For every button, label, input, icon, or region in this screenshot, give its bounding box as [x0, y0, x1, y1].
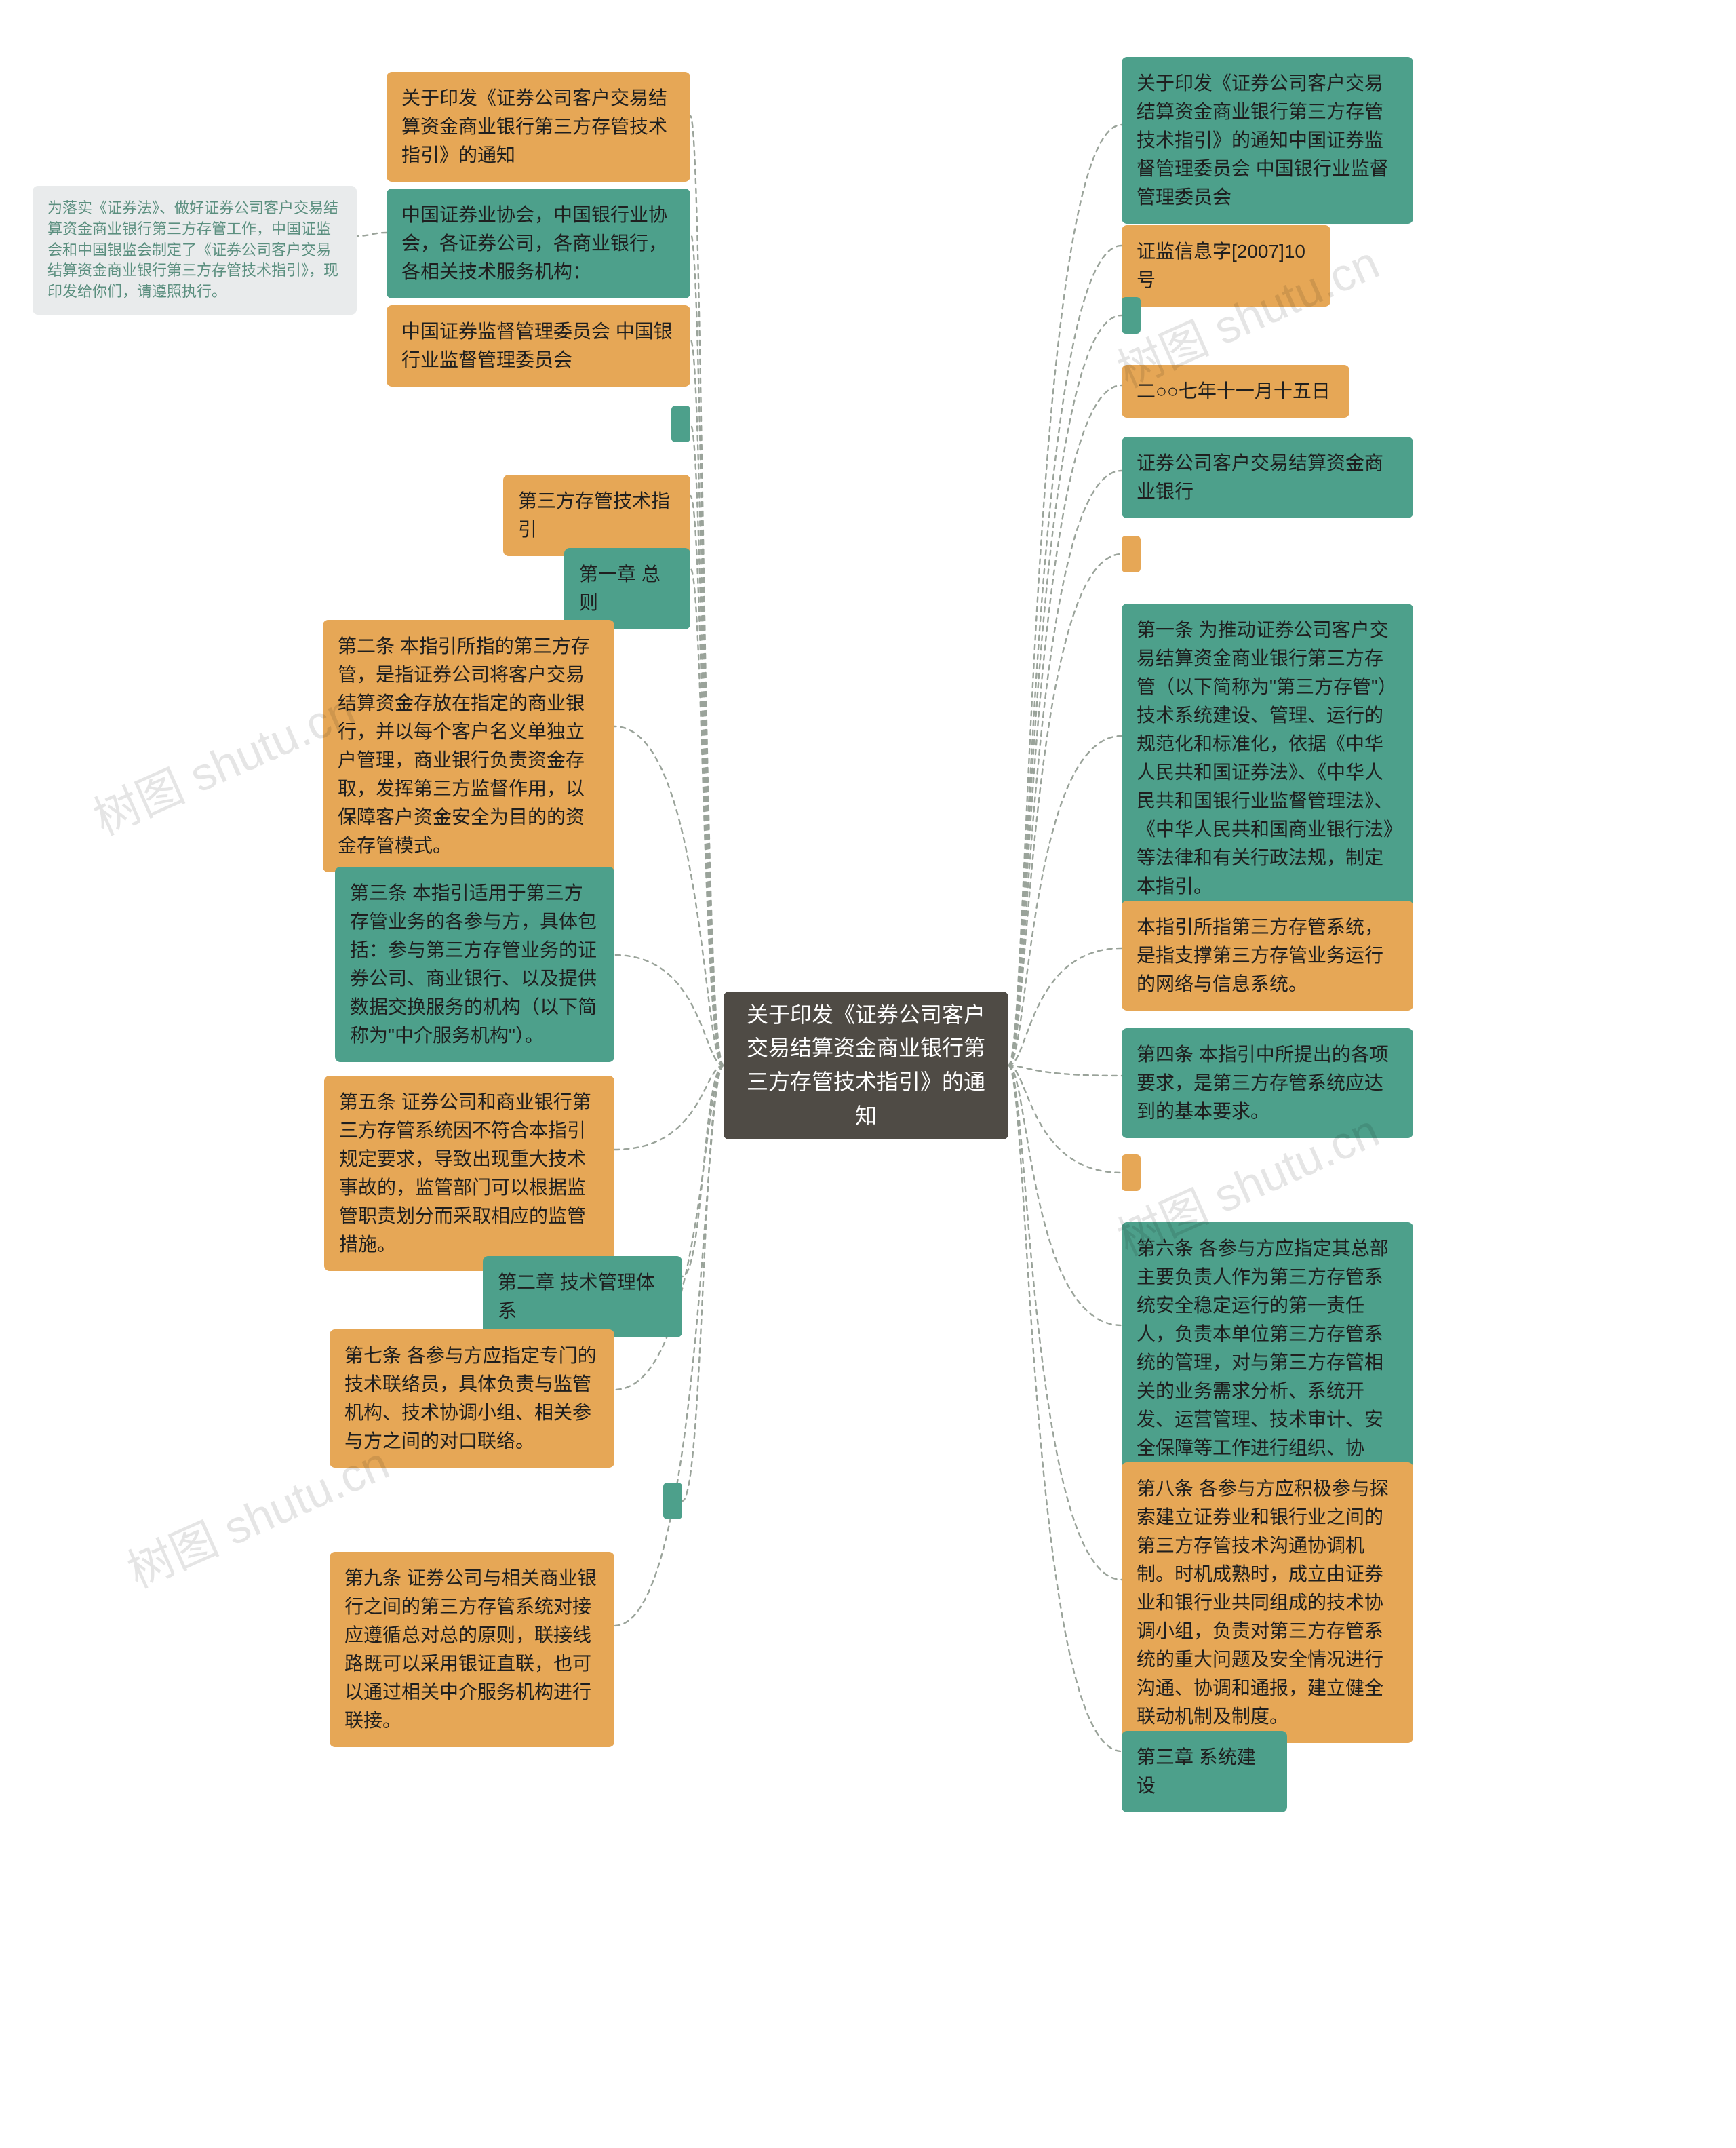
- root-node[interactable]: 关于印发《证券公司客户 交易结算资金商业银行第 三方存管技术指引》的通 知: [724, 992, 1008, 1139]
- node-l-ch2[interactable]: 第二章 技术管理体系: [483, 1256, 682, 1337]
- node-r-sys[interactable]: 本指引所指第三方存管系统，是指支撑第三方存管业务运行的网络与信息系统。: [1122, 901, 1413, 1011]
- leaf-intro-node: 为落实《证券法》、做好证券公司客户交易结算资金商业银行第三方存管工作，中国证监会…: [33, 186, 357, 315]
- node-l-tech[interactable]: 第三方存管技术指引: [503, 475, 690, 556]
- node-l-assoc[interactable]: 中国证券业协会，中国银行业协会，各证券公司，各商业银行，各相关技术服务机构：: [387, 189, 690, 298]
- node-r-art4[interactable]: 第四条 本指引中所提出的各项要求，是第三方存管系统应达到的基本要求。: [1122, 1028, 1413, 1138]
- node-r-ch3[interactable]: 第三章 系统建设: [1122, 1731, 1287, 1812]
- node-l-ch1[interactable]: 第一章 总则: [564, 548, 690, 629]
- node-l-e1[interactable]: [671, 406, 690, 442]
- node-l-art7[interactable]: 第七条 各参与方应指定专门的技术联络员，具体负责与监管机构、技术协调小组、相关参…: [330, 1329, 614, 1468]
- node-r-e2[interactable]: [1122, 536, 1141, 572]
- node-l-art5[interactable]: 第五条 证券公司和商业银行第三方存管系统因不符合本指引规定要求，导致出现重大技术…: [324, 1076, 614, 1271]
- node-l-reg[interactable]: 中国证券监督管理委员会 中国银行业监督管理委员会: [387, 305, 690, 387]
- node-r-art1[interactable]: 第一条 为推动证券公司客户交易结算资金商业银行第三方存管（以下简称为"第三方存管…: [1122, 604, 1413, 913]
- node-l-art9[interactable]: 第九条 证券公司与相关商业银行之间的第三方存管系统对接应遵循总对总的原则，联接线…: [330, 1552, 614, 1747]
- node-l-e2[interactable]: [663, 1483, 682, 1519]
- node-r-date[interactable]: 二○○七年十一月十五日: [1122, 365, 1349, 418]
- node-r-art8[interactable]: 第八条 各参与方应积极参与探索建立证券业和银行业之间的第三方存管技术沟通协调机制…: [1122, 1462, 1413, 1743]
- diagram-stage: 关于印发《证券公司客户 交易结算资金商业银行第 三方存管技术指引》的通 知 为落…: [0, 0, 1736, 2148]
- node-l-art3[interactable]: 第三条 本指引适用于第三方存管业务的各参与方，具体包括：参与第三方存管业务的证券…: [335, 867, 614, 1062]
- node-r-bank[interactable]: 证券公司客户交易结算资金商业银行: [1122, 437, 1413, 518]
- node-r-art6[interactable]: 第六条 各参与方应指定其总部主要负责人作为第三方存管系统安全稳定运行的第一责任人…: [1122, 1222, 1413, 1503]
- node-l-art2[interactable]: 第二条 本指引所指的第三方存管，是指证券公司将客户交易结算资金存放在指定的商业银…: [323, 620, 614, 872]
- node-l-title[interactable]: 关于印发《证券公司客户交易结算资金商业银行第三方存管技术指引》的通知: [387, 72, 690, 182]
- watermark-2: 树图 shutu.cn: [81, 673, 364, 848]
- node-r-e3[interactable]: [1122, 1154, 1141, 1191]
- node-r-e1[interactable]: [1122, 297, 1141, 334]
- node-r-title[interactable]: 关于印发《证券公司客户交易结算资金商业银行第三方存管技术指引》的通知中国证券监督…: [1122, 57, 1413, 224]
- node-r-docno[interactable]: 证监信息字[2007]10号: [1122, 225, 1330, 307]
